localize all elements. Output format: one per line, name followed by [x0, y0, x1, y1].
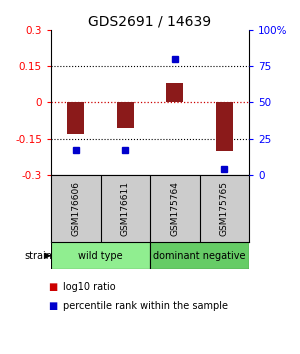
- Text: wild type: wild type: [78, 251, 123, 261]
- Text: dominant negative: dominant negative: [153, 251, 246, 261]
- Text: percentile rank within the sample: percentile rank within the sample: [63, 301, 228, 311]
- Text: ■: ■: [48, 282, 57, 292]
- Bar: [67, 103, 84, 134]
- Text: GSM176606: GSM176606: [71, 181, 80, 236]
- Bar: [150, 242, 249, 269]
- Bar: [166, 83, 183, 103]
- Bar: [216, 103, 233, 151]
- Bar: [117, 103, 134, 128]
- Text: strain: strain: [24, 251, 52, 261]
- Text: ■: ■: [48, 301, 57, 311]
- Text: GSM176611: GSM176611: [121, 181, 130, 236]
- Text: GSM175765: GSM175765: [220, 181, 229, 236]
- Text: GSM175764: GSM175764: [170, 181, 179, 236]
- Text: log10 ratio: log10 ratio: [63, 282, 116, 292]
- Bar: [51, 242, 150, 269]
- Title: GDS2691 / 14639: GDS2691 / 14639: [88, 15, 212, 29]
